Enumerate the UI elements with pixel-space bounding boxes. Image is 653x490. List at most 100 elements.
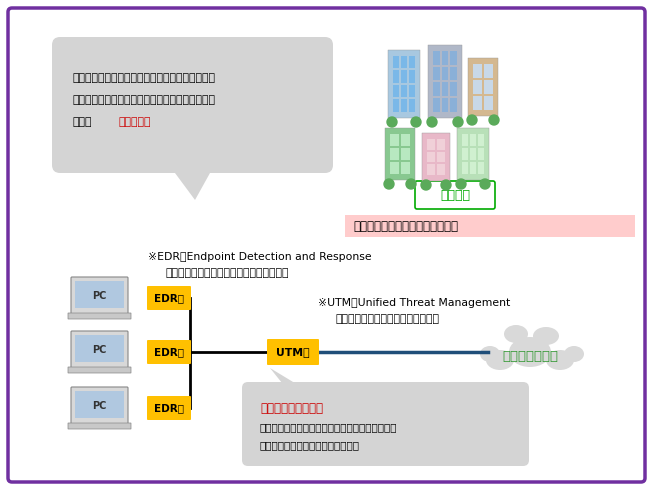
FancyBboxPatch shape bbox=[401, 148, 410, 160]
FancyBboxPatch shape bbox=[401, 85, 407, 98]
FancyBboxPatch shape bbox=[401, 99, 407, 112]
Text: 設置し包括的に防御する働きをする: 設置し包括的に防御する働きをする bbox=[260, 440, 360, 450]
Text: をする: をする bbox=[72, 117, 91, 127]
FancyBboxPatch shape bbox=[409, 71, 415, 83]
Text: 企業内ネットワークのイメージ図: 企業内ネットワークのイメージ図 bbox=[353, 220, 458, 232]
FancyBboxPatch shape bbox=[390, 148, 399, 160]
Polygon shape bbox=[270, 368, 303, 388]
FancyBboxPatch shape bbox=[75, 335, 124, 362]
FancyBboxPatch shape bbox=[462, 134, 468, 146]
Text: 不審な挙動を検知し、迅速な対応につなげる働き: 不審な挙動を検知し、迅速な対応につなげる働き bbox=[72, 95, 215, 105]
FancyBboxPatch shape bbox=[433, 67, 439, 80]
FancyBboxPatch shape bbox=[468, 58, 498, 116]
FancyBboxPatch shape bbox=[393, 71, 399, 83]
FancyBboxPatch shape bbox=[71, 387, 128, 424]
FancyBboxPatch shape bbox=[147, 396, 191, 420]
Text: EDR等: EDR等 bbox=[154, 347, 184, 357]
FancyBboxPatch shape bbox=[451, 51, 457, 65]
FancyBboxPatch shape bbox=[409, 85, 415, 98]
Text: ネットワークセキュリティ監視装置: ネットワークセキュリティ監視装置 bbox=[335, 314, 439, 324]
FancyBboxPatch shape bbox=[428, 45, 462, 118]
Text: 企業のネットワーク構成にあわせ、適切な場所に: 企業のネットワーク構成にあわせ、適切な場所に bbox=[260, 422, 398, 432]
FancyBboxPatch shape bbox=[433, 82, 439, 96]
FancyBboxPatch shape bbox=[390, 134, 399, 146]
FancyBboxPatch shape bbox=[433, 98, 439, 112]
Text: PC: PC bbox=[92, 401, 106, 411]
FancyBboxPatch shape bbox=[451, 67, 457, 80]
Circle shape bbox=[421, 180, 431, 190]
Text: PC: PC bbox=[92, 291, 106, 301]
FancyBboxPatch shape bbox=[388, 50, 420, 118]
FancyBboxPatch shape bbox=[427, 152, 435, 162]
FancyBboxPatch shape bbox=[68, 423, 131, 429]
Ellipse shape bbox=[486, 350, 514, 370]
FancyBboxPatch shape bbox=[385, 128, 415, 180]
FancyBboxPatch shape bbox=[71, 277, 128, 314]
FancyBboxPatch shape bbox=[242, 382, 529, 466]
Circle shape bbox=[384, 179, 394, 189]
Ellipse shape bbox=[533, 327, 559, 345]
FancyBboxPatch shape bbox=[147, 286, 191, 310]
Circle shape bbox=[406, 179, 416, 189]
Ellipse shape bbox=[509, 337, 551, 367]
FancyBboxPatch shape bbox=[75, 281, 124, 308]
FancyBboxPatch shape bbox=[478, 162, 484, 174]
FancyBboxPatch shape bbox=[441, 82, 449, 96]
FancyBboxPatch shape bbox=[68, 367, 131, 373]
Circle shape bbox=[387, 117, 397, 127]
Ellipse shape bbox=[480, 346, 500, 362]
Text: UTM等: UTM等 bbox=[276, 347, 310, 357]
FancyBboxPatch shape bbox=[441, 67, 449, 80]
FancyBboxPatch shape bbox=[401, 162, 410, 174]
FancyBboxPatch shape bbox=[68, 313, 131, 319]
FancyBboxPatch shape bbox=[409, 99, 415, 112]
FancyBboxPatch shape bbox=[470, 162, 476, 174]
FancyBboxPatch shape bbox=[484, 96, 493, 110]
Ellipse shape bbox=[504, 325, 528, 343]
Ellipse shape bbox=[564, 346, 584, 362]
FancyBboxPatch shape bbox=[427, 164, 435, 175]
FancyBboxPatch shape bbox=[401, 71, 407, 83]
FancyBboxPatch shape bbox=[267, 339, 319, 365]
Circle shape bbox=[441, 180, 451, 190]
FancyBboxPatch shape bbox=[8, 8, 645, 482]
Text: EDR等: EDR等 bbox=[154, 293, 184, 303]
Circle shape bbox=[453, 117, 463, 127]
Circle shape bbox=[427, 117, 437, 127]
FancyBboxPatch shape bbox=[462, 148, 468, 160]
FancyBboxPatch shape bbox=[147, 340, 191, 364]
FancyBboxPatch shape bbox=[437, 139, 445, 149]
Text: ※EDR：Endpoint Detection and Response: ※EDR：Endpoint Detection and Response bbox=[148, 252, 372, 262]
FancyBboxPatch shape bbox=[484, 80, 493, 94]
Circle shape bbox=[456, 179, 466, 189]
Text: ネットワーク監視型: ネットワーク監視型 bbox=[260, 402, 323, 415]
FancyBboxPatch shape bbox=[409, 56, 415, 69]
FancyBboxPatch shape bbox=[393, 85, 399, 98]
FancyBboxPatch shape bbox=[393, 99, 399, 112]
Polygon shape bbox=[175, 173, 210, 200]
FancyBboxPatch shape bbox=[478, 148, 484, 160]
FancyBboxPatch shape bbox=[393, 56, 399, 69]
Circle shape bbox=[480, 179, 490, 189]
FancyBboxPatch shape bbox=[437, 164, 445, 175]
FancyBboxPatch shape bbox=[457, 128, 489, 180]
FancyBboxPatch shape bbox=[470, 134, 476, 146]
FancyBboxPatch shape bbox=[415, 181, 495, 209]
FancyBboxPatch shape bbox=[451, 82, 457, 96]
FancyBboxPatch shape bbox=[345, 215, 635, 237]
FancyBboxPatch shape bbox=[427, 139, 435, 149]
Text: EDR等: EDR等 bbox=[154, 403, 184, 413]
Text: 中小企業: 中小企業 bbox=[440, 189, 470, 201]
Text: PC: PC bbox=[92, 345, 106, 355]
FancyBboxPatch shape bbox=[441, 98, 449, 112]
Circle shape bbox=[467, 115, 477, 125]
FancyBboxPatch shape bbox=[473, 80, 482, 94]
Text: ※UTM：Unified Threat Management: ※UTM：Unified Threat Management bbox=[318, 298, 510, 308]
FancyBboxPatch shape bbox=[437, 152, 445, 162]
Circle shape bbox=[489, 115, 499, 125]
Text: 端末監視型: 端末監視型 bbox=[118, 117, 150, 127]
FancyBboxPatch shape bbox=[473, 64, 482, 78]
FancyBboxPatch shape bbox=[390, 162, 399, 174]
FancyBboxPatch shape bbox=[75, 391, 124, 418]
FancyBboxPatch shape bbox=[52, 37, 333, 173]
